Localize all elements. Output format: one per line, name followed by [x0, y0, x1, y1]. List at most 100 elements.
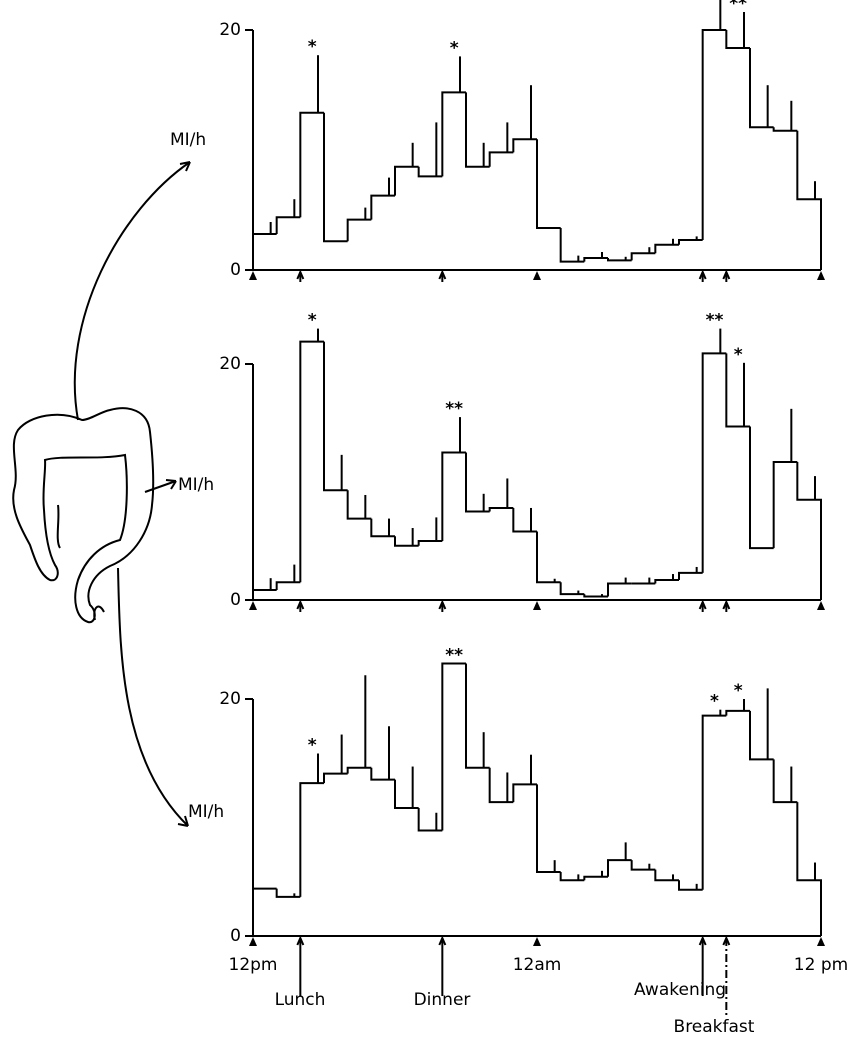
- x-tick: [249, 937, 257, 946]
- x-tick: [817, 937, 825, 946]
- step-bar: [512, 507, 537, 533]
- step-bar: [725, 709, 750, 716]
- significance-marker: *: [450, 38, 459, 58]
- x-tick-arrow: [698, 599, 707, 610]
- y-tick-label: 20: [219, 354, 241, 374]
- significance-marker: *: [710, 692, 719, 712]
- step-bar: [654, 578, 679, 584]
- step-bar: [630, 860, 656, 871]
- step-bar: [299, 782, 324, 897]
- x-tick-label: Breakfast: [674, 1017, 755, 1037]
- x-tick-arrow: [438, 599, 447, 610]
- step-bar: [536, 139, 561, 229]
- step-bar: [725, 30, 750, 49]
- x-tick: [249, 601, 257, 610]
- step-bar: [512, 138, 537, 153]
- significance-marker: *: [734, 345, 743, 365]
- significance-marker: **: [445, 645, 463, 665]
- y-tick-label: 0: [230, 260, 241, 280]
- x-tick: [249, 271, 257, 280]
- x-tick-arrow: [722, 599, 731, 610]
- step-bar: [441, 451, 466, 541]
- x-tick-arrow: [438, 935, 447, 946]
- step-bar: [725, 353, 750, 428]
- step-bar: [678, 239, 703, 245]
- significance-marker: *: [734, 681, 743, 701]
- step-bar: [701, 29, 727, 240]
- x-tick-arrow: [296, 269, 305, 280]
- step-bar: [607, 582, 632, 597]
- step-bar: [796, 802, 822, 936]
- step-bar: [796, 461, 822, 600]
- y-tick-label: 20: [219, 689, 241, 709]
- significance-marker: **: [706, 311, 724, 331]
- x-tick-arrow: [438, 269, 447, 280]
- y-axis-label: MI/h: [178, 475, 214, 495]
- significance-marker: *: [308, 736, 317, 756]
- step-bar: [323, 112, 348, 243]
- colon-drawing: [12, 161, 191, 827]
- step-bar: [701, 714, 727, 890]
- step-bar: [299, 111, 324, 218]
- step-bar: [370, 518, 395, 538]
- x-tick-label: 12 pm: [794, 955, 848, 975]
- step-bar: [583, 594, 608, 598]
- step-bar: [394, 165, 419, 196]
- step-bar: [607, 859, 632, 877]
- x-tick-label: Lunch: [275, 990, 326, 1010]
- x-tick-arrow: [296, 935, 305, 946]
- y-tick-label: 0: [230, 590, 241, 610]
- step-bar: [749, 426, 774, 550]
- step-bar: [796, 130, 822, 270]
- x-tick: [817, 271, 825, 280]
- step-bar: [299, 340, 324, 583]
- step-bar: [275, 216, 301, 234]
- significance-marker: **: [729, 0, 747, 14]
- x-tick: [533, 271, 541, 280]
- step-bar: [512, 783, 537, 803]
- x-tick-label: 12pm: [229, 955, 278, 975]
- x-tick: [533, 601, 541, 610]
- step-bar: [252, 588, 277, 600]
- step-bar: [559, 872, 585, 882]
- y-tick-label: 20: [219, 20, 241, 40]
- step-bar: [370, 194, 395, 220]
- step-bar: [346, 218, 372, 242]
- step-bar: [394, 536, 419, 547]
- step-bar: [465, 92, 490, 168]
- step-bar: [536, 784, 561, 874]
- step-bar: [583, 257, 608, 262]
- step-bar: [275, 581, 301, 590]
- step-bar: [370, 767, 395, 781]
- step-bar: [749, 48, 774, 129]
- step-bar: [488, 767, 514, 804]
- step-bar: [252, 233, 277, 270]
- step-bar: [772, 460, 798, 549]
- x-tick-arrow: [296, 599, 305, 610]
- step-bar: [394, 779, 419, 810]
- step-bar: [559, 582, 585, 596]
- significance-marker: *: [308, 37, 317, 57]
- x-tick-arrow: [698, 935, 707, 946]
- step-bar: [749, 710, 774, 761]
- significance-marker: *: [308, 311, 317, 331]
- step-bar: [488, 506, 514, 512]
- step-bar: [417, 540, 443, 546]
- step-bar: [252, 887, 277, 936]
- x-tick-label: Dinner: [414, 990, 471, 1010]
- step-bar: [417, 166, 443, 178]
- step-bar: [465, 452, 490, 513]
- step-bar: [536, 531, 561, 584]
- step-bar: [323, 772, 348, 784]
- step-bar: [559, 228, 585, 263]
- step-bar: [678, 571, 703, 580]
- step-bar: [441, 662, 466, 831]
- y-axis-label: MI/h: [188, 802, 224, 822]
- step-bar: [346, 490, 372, 520]
- step-bar: [678, 880, 703, 891]
- step-bar: [488, 151, 514, 167]
- step-bar: [772, 127, 798, 132]
- step-bar: [607, 258, 632, 262]
- x-tick-arrow: [722, 935, 731, 946]
- step-bar: [275, 888, 301, 898]
